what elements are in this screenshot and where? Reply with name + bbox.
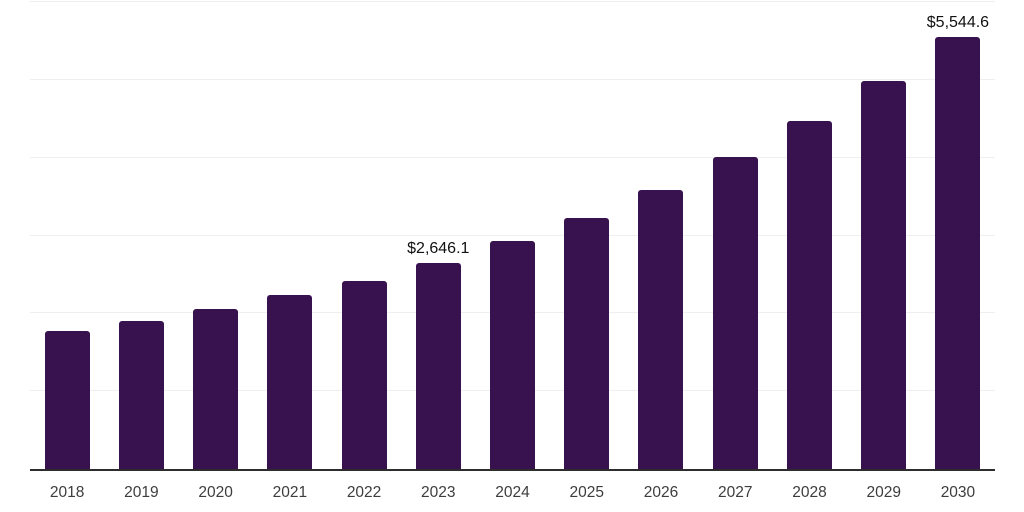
x-tick-label-2026: 2026 (643, 484, 679, 501)
bar-2019[interactable] (118, 320, 164, 469)
bar-2021[interactable] (267, 295, 313, 469)
bar-2022[interactable] (341, 281, 387, 469)
bar-2026[interactable] (638, 189, 684, 469)
bar-group-2018 (30, 2, 104, 469)
x-tick-label-2028: 2028 (792, 484, 827, 501)
bar-2029[interactable] (861, 81, 907, 469)
x-tick-label-2029: 2029 (866, 484, 901, 501)
gridline-4000 (30, 156, 995, 158)
bar-group-2025 (550, 2, 624, 469)
bar-2027[interactable] (712, 156, 758, 469)
gridline-3000 (30, 234, 995, 236)
x-tick-label-2021: 2021 (272, 484, 308, 501)
bar-group-2026 (624, 2, 698, 469)
bar-2020[interactable] (193, 309, 239, 469)
bar-group-2030: $5,544.6 (921, 2, 995, 469)
x-axis-labels: 2018 2019 2020 2021 2022 2023 2024 2025 2026 2027… (30, 483, 995, 503)
gridline-5000 (30, 78, 995, 80)
bar-group-2023: $2,646.1 (401, 2, 475, 469)
x-tick-label-2018: 2018 (49, 484, 85, 501)
bar-group-2019 (104, 2, 178, 469)
x-tick-label-2020: 2020 (198, 484, 233, 501)
bar-group-2020 (178, 2, 252, 469)
x-tick-label-2030: 2030 (940, 484, 976, 501)
bar-group-2021 (253, 2, 327, 469)
value-label-2030: $5,544.6 (926, 14, 990, 32)
bar-group-2027 (698, 2, 772, 469)
bar-group-2028 (772, 2, 846, 469)
gridline-6000 (30, 1, 995, 2)
bar-2028[interactable] (786, 121, 832, 469)
x-tick-label-2027: 2027 (717, 484, 753, 501)
bar-group-2029 (847, 2, 921, 469)
x-tick-label-2019: 2019 (124, 484, 159, 501)
x-tick-label-2025: 2025 (569, 484, 604, 501)
x-tick-label-2024: 2024 (495, 484, 530, 501)
bar-group-2022 (327, 2, 401, 469)
x-tick-label-2022: 2022 (346, 484, 382, 501)
bar-group-2024 (475, 2, 549, 469)
bar-2018[interactable] (44, 330, 90, 469)
bar-2030[interactable] (935, 37, 981, 469)
x-tick-label-2023: 2023 (421, 484, 456, 501)
value-label-2023: $2,646.1 (407, 240, 470, 258)
plot-area: $2,646.1 $5,544.6 (30, 1, 995, 471)
bars-container: $2,646.1 $5,544.6 (30, 2, 995, 469)
bar-2024[interactable] (490, 240, 536, 469)
bar-2025[interactable] (564, 217, 610, 469)
bar-2023[interactable] (415, 263, 461, 469)
